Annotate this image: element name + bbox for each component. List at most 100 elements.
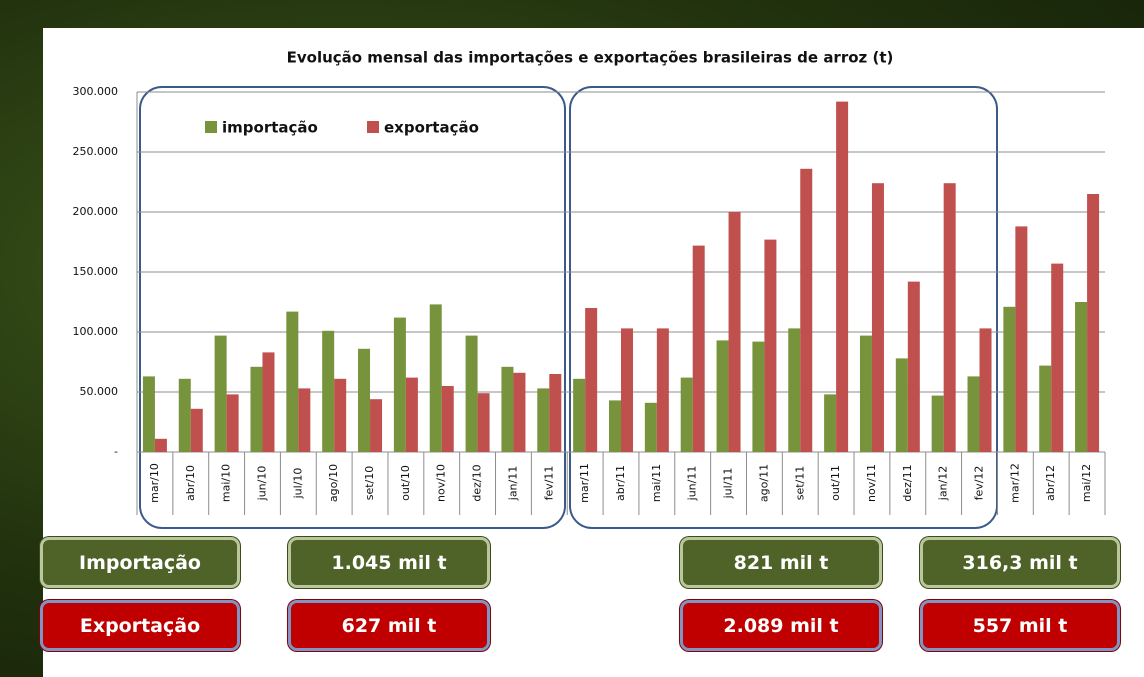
bar bbox=[155, 439, 167, 452]
bar bbox=[681, 378, 693, 452]
bar bbox=[1003, 307, 1015, 452]
bar bbox=[478, 393, 490, 452]
legend-swatch bbox=[205, 121, 217, 133]
x-tick-label: dez/11 bbox=[901, 464, 914, 501]
bar bbox=[657, 328, 669, 452]
y-tick-label: 250.000 bbox=[73, 145, 119, 158]
y-tick-label: 200.000 bbox=[73, 205, 119, 218]
bar bbox=[896, 358, 908, 452]
summary-value: 627 mil t bbox=[288, 600, 490, 651]
x-tick-label: nov/11 bbox=[865, 464, 878, 502]
x-tick-label: abr/11 bbox=[614, 465, 627, 501]
y-tick-label: - bbox=[114, 445, 118, 458]
bar bbox=[430, 304, 442, 452]
y-tick-label: 150.000 bbox=[73, 265, 119, 278]
x-tick-label: jul/11 bbox=[722, 468, 735, 500]
x-tick-label: out/10 bbox=[399, 465, 412, 501]
bar bbox=[908, 282, 920, 452]
bar bbox=[549, 374, 561, 452]
x-tick-label: abr/12 bbox=[1044, 465, 1057, 501]
bar bbox=[824, 394, 836, 452]
bar bbox=[370, 399, 382, 452]
bar bbox=[693, 246, 705, 452]
bar bbox=[1015, 226, 1027, 452]
bar bbox=[788, 328, 800, 452]
summary-label: Importação bbox=[40, 537, 240, 588]
bar bbox=[1051, 264, 1063, 452]
x-tick-label: jan/11 bbox=[506, 466, 519, 501]
bar bbox=[191, 409, 203, 452]
x-tick-label: jul/10 bbox=[291, 468, 304, 500]
bar bbox=[250, 367, 262, 452]
bar bbox=[394, 318, 406, 452]
bar bbox=[262, 352, 274, 452]
x-tick-label: jan/12 bbox=[937, 466, 950, 501]
bar bbox=[585, 308, 597, 452]
bar bbox=[573, 379, 585, 452]
x-tick-label: set/11 bbox=[793, 466, 806, 501]
bar bbox=[932, 396, 944, 452]
bar bbox=[537, 388, 549, 452]
chart-title: Evolução mensal das importações e export… bbox=[287, 49, 894, 67]
bar bbox=[298, 388, 310, 452]
bar bbox=[358, 349, 370, 452]
bar bbox=[1075, 302, 1087, 452]
legend-swatch bbox=[367, 121, 379, 133]
summary-value: 557 mil t bbox=[920, 600, 1120, 651]
y-tick-label: 50.000 bbox=[80, 385, 119, 398]
bar bbox=[872, 183, 884, 452]
x-tick-label: abr/10 bbox=[184, 465, 197, 501]
bar bbox=[322, 331, 334, 452]
summary-label: Exportação bbox=[40, 600, 240, 651]
bar bbox=[286, 312, 298, 452]
bar bbox=[621, 328, 633, 452]
x-tick-label: mai/12 bbox=[1080, 464, 1093, 502]
bar bbox=[968, 376, 980, 452]
bar bbox=[645, 403, 657, 452]
bar bbox=[860, 336, 872, 452]
x-tick-label: nov/10 bbox=[435, 464, 448, 502]
x-tick-label: set/10 bbox=[363, 466, 376, 501]
bar bbox=[1087, 194, 1099, 452]
x-tick-label: dez/10 bbox=[471, 464, 484, 501]
bar bbox=[442, 386, 454, 452]
bar bbox=[980, 328, 992, 452]
y-tick-label: 100.000 bbox=[73, 325, 119, 338]
x-tick-label: jun/10 bbox=[255, 466, 268, 502]
bar bbox=[501, 367, 513, 452]
bar bbox=[227, 394, 239, 452]
bar bbox=[179, 379, 191, 452]
bar bbox=[215, 336, 227, 452]
x-tick-label: mar/11 bbox=[578, 463, 591, 503]
legend-label: importação bbox=[222, 119, 318, 137]
x-tick-label: jun/11 bbox=[686, 466, 699, 502]
x-tick-label: fev/12 bbox=[973, 466, 986, 501]
group-box bbox=[570, 87, 997, 528]
bar bbox=[717, 340, 729, 452]
bar bbox=[729, 212, 741, 452]
summary-value: 1.045 mil t bbox=[288, 537, 490, 588]
bar bbox=[334, 379, 346, 452]
bar bbox=[466, 336, 478, 452]
summary-value: 2.089 mil t bbox=[680, 600, 882, 651]
legend-label: exportação bbox=[384, 119, 479, 137]
x-tick-label: mai/11 bbox=[650, 464, 663, 502]
y-tick-label: 300.000 bbox=[73, 85, 119, 98]
summary-value: 821 mil t bbox=[680, 537, 882, 588]
x-tick-label: mar/10 bbox=[148, 463, 161, 503]
bar bbox=[1039, 366, 1051, 452]
summary-value: 316,3 mil t bbox=[920, 537, 1120, 588]
bar bbox=[764, 240, 776, 452]
x-tick-label: fev/11 bbox=[542, 466, 555, 501]
x-tick-label: mai/10 bbox=[220, 464, 233, 502]
bar bbox=[513, 373, 525, 452]
x-tick-label: out/11 bbox=[829, 465, 842, 501]
x-tick-label: ago/10 bbox=[327, 464, 340, 502]
x-tick-label: mar/12 bbox=[1008, 463, 1021, 503]
bar bbox=[143, 376, 155, 452]
x-tick-label: ago/11 bbox=[757, 464, 770, 502]
bar bbox=[406, 378, 418, 452]
bar bbox=[800, 169, 812, 452]
bar bbox=[836, 102, 848, 452]
bar bbox=[609, 400, 621, 452]
